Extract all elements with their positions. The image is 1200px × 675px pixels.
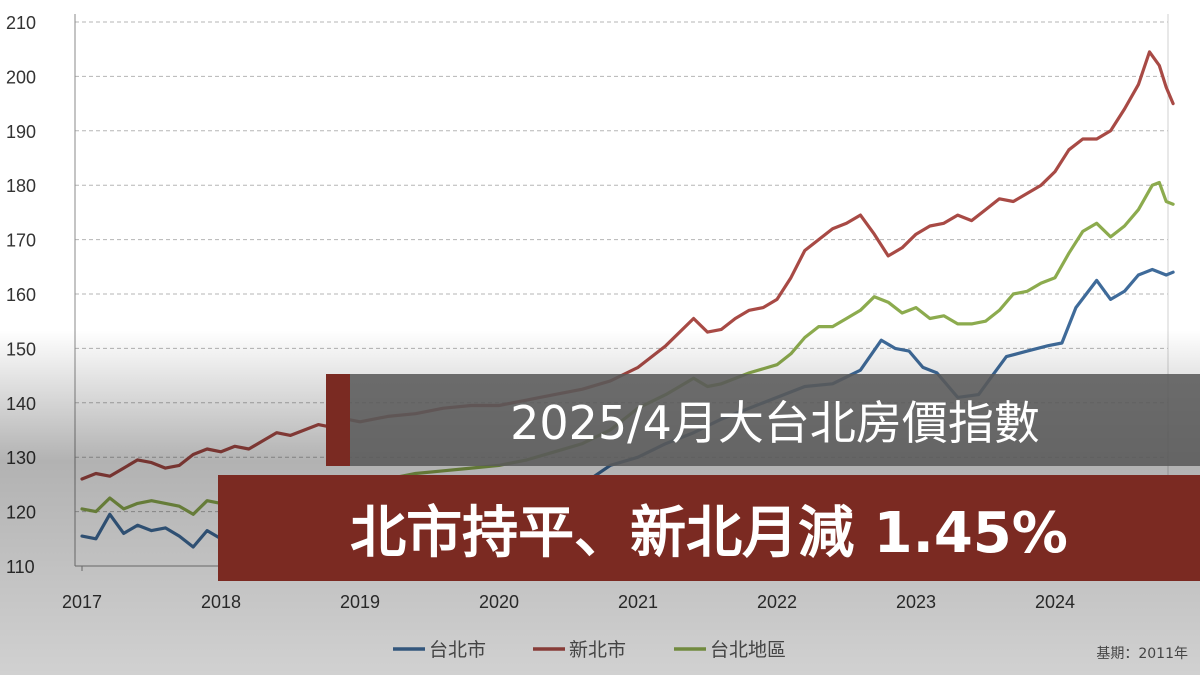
y-tick-label: 140 [6,394,36,414]
y-axis-ticks: 110 120 130 140 150 160 170 180 190 200 210 [6,13,36,577]
title-banner: 2025/4月大台北房價指數 [326,374,1200,466]
title-text: 2025/4月大台北房價指數 [510,396,1040,450]
y-tick-label: 190 [6,122,36,142]
x-tick-label: 2024 [1035,592,1075,612]
series-line-2 [80,50,1175,481]
headline-text: 北市持平、新北月減 1.45% [350,500,1068,566]
y-tick-label: 150 [6,339,36,359]
x-tick-label: 2018 [201,592,241,612]
y-tick-label: 110 [6,557,35,577]
legend-label: 台北市 [429,639,486,661]
x-tick-label: 2021 [618,592,658,612]
y-tick-label: 160 [6,285,36,305]
x-tick-label: 2022 [757,592,797,612]
y-tick-label: 200 [6,67,36,87]
y-tick-label: 170 [6,231,36,251]
gridlines [75,21,1168,513]
title-accent-bar [326,374,350,466]
legend-label: 新北市 [569,639,626,661]
y-tick-label: 180 [6,176,36,196]
headline-banner: 北市持平、新北月減 1.45% [218,475,1200,581]
x-tick-label: 2019 [340,592,380,612]
x-axis-ticks: 2017 2018 2019 2020 2021 2022 2023 2024 [62,566,1075,612]
y-tick-label: 120 [6,503,36,523]
x-tick-label: 2020 [479,592,519,612]
x-tick-label: 2023 [896,592,936,612]
legend: 台北市 新北市 台北地區 [393,639,786,661]
y-tick-label: 210 [6,13,36,33]
x-tick-label: 2017 [62,592,102,612]
y-tick-label: 130 [6,448,36,468]
legend-label: 台北地區 [710,639,786,661]
base-period-note: 基期：2011年 [1096,645,1188,662]
